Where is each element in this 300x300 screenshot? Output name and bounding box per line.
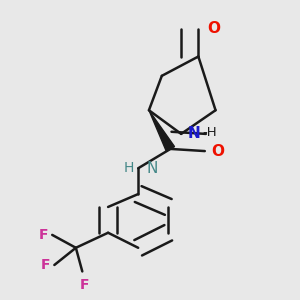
Text: F: F: [40, 258, 50, 272]
Text: O: O: [207, 21, 220, 36]
Polygon shape: [149, 110, 175, 151]
Text: F: F: [80, 278, 89, 292]
Text: F: F: [38, 228, 48, 242]
Text: -H: -H: [203, 126, 217, 139]
Text: H: H: [124, 161, 134, 175]
Text: O: O: [211, 144, 224, 159]
Text: N: N: [147, 161, 158, 176]
Text: N: N: [188, 126, 200, 141]
